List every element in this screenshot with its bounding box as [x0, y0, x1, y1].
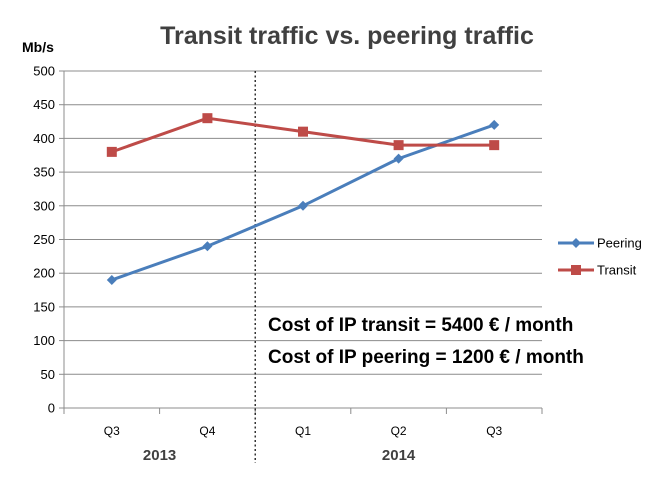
transit-legend-marker [571, 265, 581, 275]
year-label: 2013 [143, 447, 176, 464]
y-tick-label: 50 [41, 367, 55, 382]
x-tick-label: Q1 [295, 424, 311, 438]
transit-data-point [106, 146, 117, 157]
peering-legend-label: Peering [597, 236, 642, 251]
y-tick-label: 350 [33, 165, 55, 180]
series [106, 113, 500, 285]
peering-data-point [202, 241, 213, 252]
peering-cost-annotation: Cost of IP peering = 1200 € / month [268, 347, 584, 368]
peering-data-point [393, 153, 404, 164]
y-tick-label: 400 [33, 131, 55, 146]
y-tick-label: 0 [48, 401, 55, 416]
transit-data-point [202, 113, 213, 124]
year-label: 2014 [382, 447, 416, 464]
x-tick-labels: Q3 Q4 Q1 Q2 Q3 [104, 424, 503, 438]
y-axis-unit-label: Mb/s [22, 39, 54, 55]
chart-title: Transit traffic vs. peering traffic [160, 22, 534, 50]
transit-data-point [489, 140, 500, 151]
y-tick-label: 500 [33, 64, 55, 79]
y-tick-labels: 0 50 100 150 200 250 300 350 400 450 500 [33, 64, 55, 416]
peering-data-point [489, 119, 500, 130]
transit-legend-label: Transit [597, 263, 637, 278]
x-tick-label: Q2 [391, 424, 407, 438]
y-tick-label: 100 [33, 333, 55, 348]
peering-data-point [106, 274, 117, 285]
peering-data-point [298, 200, 308, 211]
transit-data-point [393, 140, 404, 151]
x-tick-label: Q3 [104, 424, 120, 438]
x-tick-label: Q4 [199, 424, 215, 438]
y-tick-label: 200 [33, 266, 55, 281]
legend: Peering Transit [558, 236, 642, 278]
y-tick-label: 250 [33, 232, 55, 247]
x-tick-label: Q3 [486, 424, 502, 438]
y-tick-label: 150 [33, 299, 55, 314]
peering-legend-marker [571, 238, 581, 248]
transit-data-point [298, 126, 308, 137]
axes [59, 70, 543, 463]
y-tick-label: 300 [33, 198, 55, 213]
transit-cost-annotation: Cost of IP transit = 5400 € / month [268, 315, 573, 336]
year-labels: 2013 2014 [143, 447, 416, 464]
y-tick-label: 450 [33, 97, 55, 112]
